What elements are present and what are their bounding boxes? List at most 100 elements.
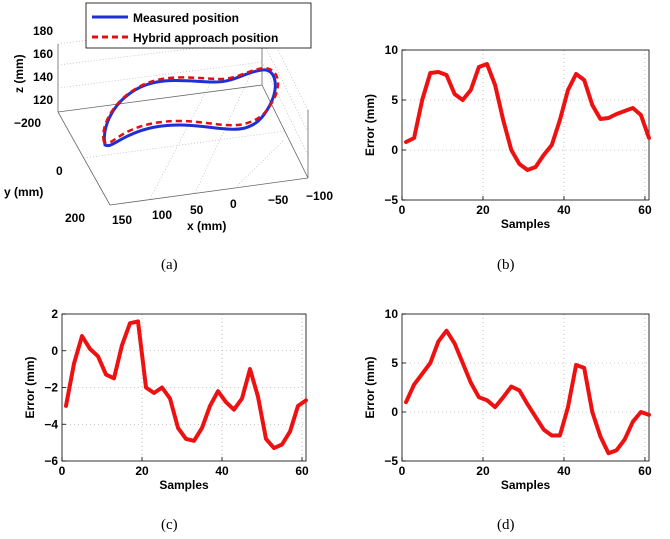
x-tick-label: 40 — [557, 203, 571, 217]
data-point — [567, 406, 569, 408]
y-tick-label: 0 — [391, 405, 398, 419]
z-tick-label: 120 — [33, 93, 53, 107]
y-tick-label: −200 — [14, 116, 41, 130]
data-point — [591, 411, 593, 413]
data-point — [543, 154, 545, 156]
data-point — [405, 141, 407, 143]
data-point — [559, 434, 561, 437]
data-point — [265, 438, 267, 440]
data-point — [551, 144, 553, 146]
data-point — [632, 107, 634, 109]
data-point — [445, 330, 448, 332]
legend-box — [85, 2, 312, 49]
data-point — [648, 414, 650, 416]
data-point — [624, 110, 626, 112]
data-point — [526, 169, 529, 171]
data-point — [113, 377, 115, 379]
caption-b: (b) — [497, 257, 515, 273]
x-axis-label: Samples — [501, 217, 551, 231]
caption-d: (d) — [497, 517, 515, 533]
data-point — [241, 397, 243, 400]
z-tick-label: 160 — [33, 47, 53, 61]
y-tick-label: 200 — [65, 211, 85, 225]
data-point — [81, 335, 83, 337]
x-tick-label: 0 — [399, 464, 406, 478]
data-point — [494, 406, 496, 408]
y-tick-label: 0 — [56, 164, 63, 178]
data-point — [640, 411, 642, 413]
data-point — [193, 440, 195, 442]
legend-measured-label: Measured position — [133, 11, 239, 25]
x-tick-label: −100 — [306, 189, 333, 203]
data-point — [429, 362, 431, 364]
data-point — [470, 89, 472, 91]
data-point — [105, 374, 107, 376]
data-point — [281, 443, 283, 446]
data-point — [169, 397, 171, 400]
data-point — [494, 84, 496, 86]
data-point — [567, 89, 569, 91]
data-point — [624, 438, 626, 441]
z-axis-label: z (mm) — [12, 54, 26, 93]
data-point — [462, 99, 464, 101]
data-point — [137, 320, 139, 322]
x-tick-label: 60 — [638, 464, 652, 478]
panel-a: Measured position Hybrid approach positi… — [4, 2, 333, 233]
panel-c: 0 20 40 60 −6 −4 −2 0 2 Samples Error (mm) — [23, 307, 309, 492]
data-point — [632, 421, 634, 423]
error-series-line — [64, 319, 308, 451]
data-point — [437, 340, 440, 343]
z-tick-label: 140 — [33, 70, 53, 84]
data-point — [599, 435, 602, 438]
x-tick-label: 100 — [152, 208, 172, 222]
data-point — [73, 363, 75, 365]
data-point — [273, 447, 275, 449]
data-point — [201, 427, 203, 429]
data-point — [640, 114, 642, 116]
data-point — [421, 99, 423, 101]
y-tick-label: 0 — [51, 344, 58, 358]
data-point — [478, 66, 480, 68]
error-series-line — [404, 328, 651, 456]
data-point — [89, 348, 91, 350]
x-tick-label: 50 — [190, 203, 204, 217]
data-point — [470, 382, 472, 384]
data-point — [462, 362, 464, 364]
x-tick-label: 150 — [112, 213, 132, 227]
data-point — [129, 322, 131, 324]
data-point — [454, 93, 456, 95]
data-point — [607, 117, 610, 119]
data-point — [65, 405, 67, 407]
data-point — [510, 149, 512, 151]
data-point — [559, 119, 561, 121]
x-tick-label: 20 — [476, 464, 490, 478]
panel-a-legend: Measured position Hybrid approach positi… — [85, 2, 312, 49]
data-point — [305, 399, 307, 401]
data-point — [289, 431, 291, 433]
y-tick-label: −5 — [384, 454, 398, 468]
data-point — [502, 396, 504, 398]
error-series-line — [404, 62, 651, 172]
data-point — [429, 72, 431, 74]
data-point — [535, 416, 537, 418]
data-point — [583, 79, 585, 81]
y-tick-label: −2 — [44, 381, 58, 395]
y-tick-label: −6 — [44, 454, 58, 468]
x-axis-label: Samples — [501, 478, 551, 492]
data-point — [575, 73, 577, 75]
data-point — [486, 399, 488, 401]
y-tick-label: 10 — [385, 43, 399, 57]
data-point — [607, 452, 610, 454]
data-point — [185, 438, 187, 440]
x-tick-label: 40 — [215, 464, 229, 478]
y-tick-label: 5 — [391, 356, 398, 370]
data-point — [177, 427, 179, 429]
data-point — [161, 386, 163, 389]
data-point — [502, 119, 504, 121]
data-point — [421, 373, 423, 375]
data-point — [575, 364, 577, 366]
data-point — [297, 405, 299, 407]
data-point — [510, 385, 512, 388]
